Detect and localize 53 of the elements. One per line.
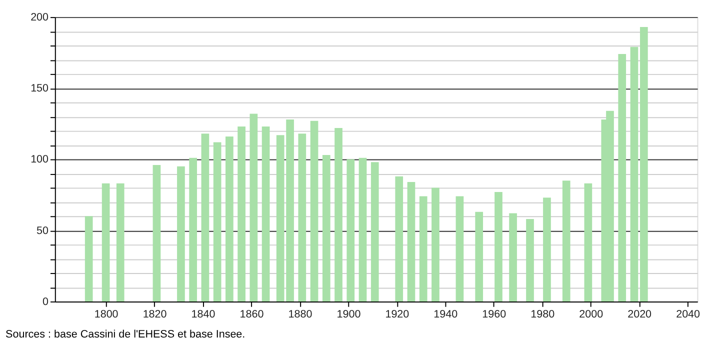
bar	[177, 166, 185, 302]
x-tick-label: 1860	[240, 308, 264, 321]
bar	[494, 192, 502, 302]
bar	[201, 134, 210, 302]
bar	[432, 188, 440, 302]
x-tick-label: 1800	[94, 308, 118, 321]
bar	[456, 196, 464, 302]
bar	[543, 198, 551, 302]
x-tick-label: 1840	[191, 308, 216, 321]
x-tick-label: 2000	[579, 308, 604, 321]
bar	[346, 159, 355, 302]
bar	[213, 142, 222, 302]
bar	[84, 216, 93, 302]
bar	[419, 196, 428, 302]
bar	[238, 126, 246, 302]
bar	[526, 218, 534, 302]
x-tick-label: 1880	[288, 308, 312, 321]
bar	[322, 154, 330, 302]
bar	[618, 54, 626, 302]
x-tick-label: 1820	[142, 308, 167, 321]
bar	[226, 136, 234, 302]
bar	[562, 180, 570, 302]
bar	[395, 176, 404, 302]
bar	[509, 213, 517, 302]
bar	[250, 114, 258, 302]
x-tick-label: 1980	[530, 308, 555, 321]
bar	[116, 183, 124, 302]
bar	[152, 164, 161, 302]
bar	[370, 162, 379, 302]
y-tick-label: 200	[30, 11, 49, 24]
y-tick-label: 150	[30, 82, 49, 95]
x-tick-label: 1960	[482, 308, 506, 321]
bar	[640, 27, 648, 302]
x-tick-label: 1920	[385, 308, 410, 321]
bar	[358, 158, 367, 302]
source-note: Sources : base Cassini de l'EHESS et base Insee.	[6, 328, 246, 340]
bar	[334, 128, 342, 302]
y-tick-label: 50	[36, 224, 49, 237]
bar	[584, 183, 592, 302]
x-tick-label: 1900	[336, 308, 361, 321]
y-tick-label: 0	[42, 296, 49, 308]
bar	[407, 182, 416, 302]
x-tick-label: 2040	[676, 308, 700, 321]
x-tick-label: 1940	[434, 308, 458, 321]
y-tick-label: 100	[30, 154, 49, 166]
bar	[189, 158, 197, 302]
bar	[298, 134, 306, 302]
bar	[475, 212, 484, 302]
x-tick-label: 2020	[628, 308, 652, 321]
bar	[630, 46, 638, 302]
bar	[310, 120, 318, 302]
bar	[262, 126, 270, 302]
bar	[102, 183, 110, 302]
